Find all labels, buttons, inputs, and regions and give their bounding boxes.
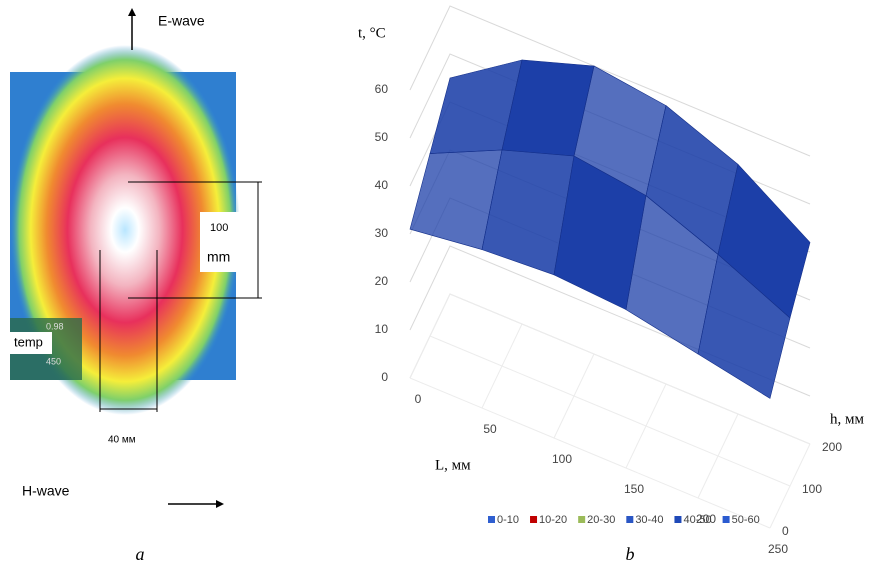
z-tick-label: 60	[375, 82, 389, 96]
legend-label: 0-10	[497, 514, 519, 526]
thermal-panel: E-wave H-wave 100 mm 40 мм temp 0.98 450…	[10, 8, 262, 564]
legend-swatch	[722, 516, 730, 523]
legend-label: 30-40	[635, 514, 663, 526]
arrow-head	[216, 500, 224, 508]
legend-label: 50-60	[732, 514, 760, 526]
legend-swatch	[578, 516, 586, 523]
legend-label: 20-30	[587, 514, 615, 526]
z-tick-label: 0	[381, 370, 388, 384]
inset-label: temp	[14, 334, 43, 349]
width-label: 40 мм	[108, 435, 136, 446]
e-wave-label: E-wave	[158, 13, 205, 29]
x-axis-label: L, мм	[435, 457, 471, 473]
z-tick-label: 40	[375, 178, 389, 192]
x-tick-label: 0	[415, 392, 422, 406]
surface-cell	[697, 253, 791, 399]
grid-line	[409, 377, 771, 529]
caption: b	[626, 544, 635, 564]
x-tick-label: 100	[552, 452, 572, 466]
height-value: 100	[210, 222, 228, 234]
y-tick-label: 200	[822, 440, 842, 454]
chart-title: t, °C	[358, 25, 386, 41]
y-tick-label: 100	[802, 482, 822, 496]
z-tick-label: 10	[375, 322, 389, 336]
legend-swatch	[626, 516, 634, 523]
inset-top: 0.98	[46, 321, 64, 331]
z-tick-label: 30	[375, 226, 389, 240]
x-tick-label: 200	[696, 512, 716, 526]
caption: a	[136, 544, 145, 564]
arrow-head	[128, 8, 136, 16]
grid-line	[449, 293, 811, 445]
inset-bottom: 450	[46, 356, 61, 366]
grid-line	[409, 5, 811, 157]
legend-swatch	[530, 516, 538, 523]
x-tick-label: 50	[483, 422, 497, 436]
legend-swatch	[488, 516, 495, 523]
label-box	[10, 332, 52, 354]
legend-label: 10-20	[539, 514, 567, 526]
y-tick-label: 0	[782, 524, 789, 538]
grid-line	[429, 335, 791, 487]
legend-label: 40-50	[683, 514, 711, 526]
z-tick-label: 20	[375, 274, 389, 288]
surface-chart: 0 10 20 30 40 50 60 0 50 100 150 200 250 0 100 200 0-10 1…	[375, 5, 842, 556]
x-tick-label: 150	[624, 482, 644, 496]
y-axis-label: h, мм	[830, 411, 864, 427]
legend-swatch	[674, 516, 682, 523]
h-wave-label: H-wave	[22, 483, 70, 499]
height-unit: mm	[207, 249, 230, 265]
z-tick-label: 50	[375, 130, 389, 144]
x-tick-label: 250	[768, 542, 788, 556]
label-box	[200, 212, 252, 272]
